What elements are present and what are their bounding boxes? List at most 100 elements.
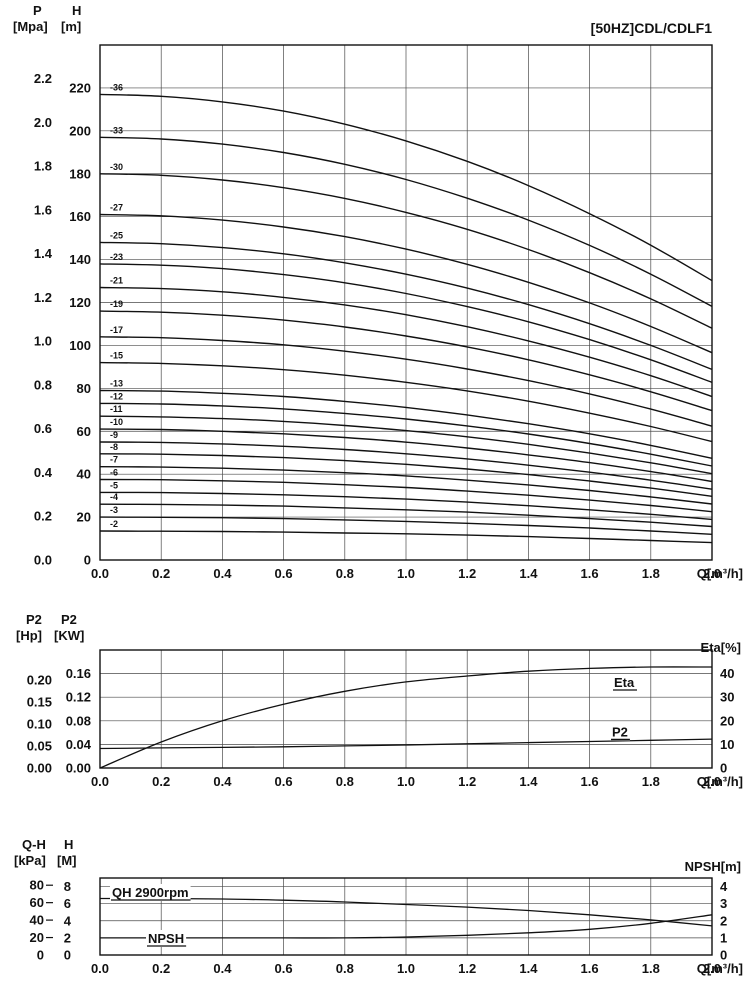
svg-text:-7: -7: [110, 455, 118, 465]
svg-text:1.2: 1.2: [458, 774, 476, 789]
svg-text:80: 80: [30, 878, 44, 893]
svg-text:0.0: 0.0: [34, 553, 52, 568]
top-axis-p-unit: [Mpa]: [13, 19, 48, 34]
svg-text:1.6: 1.6: [581, 774, 599, 789]
svg-text:0: 0: [720, 761, 727, 776]
svg-text:-33: -33: [110, 125, 123, 135]
svg-text:-3: -3: [110, 505, 118, 515]
svg-text:6: 6: [64, 896, 71, 911]
svg-text:0.15: 0.15: [27, 695, 52, 710]
svg-text:0.20: 0.20: [27, 673, 52, 688]
svg-text:1.2: 1.2: [458, 566, 476, 581]
svg-text:-5: -5: [110, 480, 118, 490]
svg-text:0.08: 0.08: [66, 713, 91, 728]
svg-text:0.4: 0.4: [213, 566, 232, 581]
top-axis-h-title: H: [72, 3, 82, 18]
svg-text:1.8: 1.8: [642, 774, 660, 789]
svg-text:40: 40: [30, 913, 44, 928]
mid-axis-hp-title: P2: [26, 612, 42, 627]
svg-text:1.0: 1.0: [397, 961, 415, 976]
bot-npsh-axis-label: NPSH[m]: [684, 859, 741, 874]
svg-text:0.2: 0.2: [152, 961, 170, 976]
bot-x-axis-label: Q[m³/h]: [696, 961, 743, 976]
svg-text:0.4: 0.4: [34, 465, 53, 480]
svg-text:-25: -25: [110, 230, 123, 240]
svg-text:0.00: 0.00: [66, 761, 91, 776]
svg-text:-6: -6: [110, 468, 118, 478]
svg-text:160: 160: [69, 209, 91, 224]
svg-text:1.4: 1.4: [519, 774, 538, 789]
svg-text:140: 140: [69, 252, 91, 267]
svg-text:0.2: 0.2: [152, 566, 170, 581]
svg-text:0.6: 0.6: [34, 421, 52, 436]
svg-text:100: 100: [69, 338, 91, 353]
svg-text:1.0: 1.0: [397, 566, 415, 581]
svg-text:0.00: 0.00: [27, 761, 52, 776]
svg-text:-21: -21: [110, 275, 123, 285]
svg-text:0.8: 0.8: [336, 774, 354, 789]
svg-text:1: 1: [720, 930, 727, 945]
svg-text:20: 20: [30, 930, 44, 945]
svg-text:-36: -36: [110, 82, 123, 92]
svg-text:10: 10: [720, 737, 734, 752]
svg-text:QH 2900rpm: QH 2900rpm: [112, 885, 189, 900]
svg-text:1.2: 1.2: [458, 961, 476, 976]
svg-text:8: 8: [64, 879, 71, 894]
svg-text:3: 3: [720, 896, 727, 911]
svg-text:-27: -27: [110, 203, 123, 213]
svg-text:20: 20: [77, 510, 91, 525]
svg-text:1.8: 1.8: [642, 566, 660, 581]
svg-text:0.6: 0.6: [275, 961, 293, 976]
svg-text:80: 80: [77, 381, 91, 396]
svg-text:1.6: 1.6: [581, 566, 599, 581]
svg-text:NPSH: NPSH: [148, 931, 184, 946]
svg-text:2.0: 2.0: [34, 115, 52, 130]
bot-axis-kpa-unit: [kPa]: [14, 853, 46, 868]
svg-text:2.2: 2.2: [34, 71, 52, 86]
svg-text:0.10: 0.10: [27, 717, 52, 732]
bot-axis-m-unit: [M]: [57, 853, 77, 868]
svg-text:1.8: 1.8: [34, 159, 52, 174]
mid-axis-hp-unit: [Hp]: [16, 628, 42, 643]
svg-text:1.4: 1.4: [519, 961, 538, 976]
svg-text:0: 0: [84, 553, 91, 568]
svg-text:0.2: 0.2: [152, 774, 170, 789]
mid-axis-kw-title: P2: [61, 612, 77, 627]
svg-text:30: 30: [720, 690, 734, 705]
svg-text:4: 4: [720, 879, 728, 894]
svg-text:1.8: 1.8: [642, 961, 660, 976]
svg-text:0.04: 0.04: [66, 737, 92, 752]
svg-text:1.0: 1.0: [397, 774, 415, 789]
svg-text:0.8: 0.8: [336, 566, 354, 581]
svg-text:-11: -11: [110, 404, 123, 414]
svg-text:4: 4: [64, 913, 72, 928]
svg-text:1.6: 1.6: [34, 202, 52, 217]
svg-text:1.2: 1.2: [34, 290, 52, 305]
svg-text:-15: -15: [110, 351, 123, 361]
svg-text:200: 200: [69, 123, 91, 138]
svg-text:-23: -23: [110, 252, 123, 262]
svg-text:0.6: 0.6: [275, 774, 293, 789]
svg-text:0.4: 0.4: [213, 774, 232, 789]
svg-text:0.0: 0.0: [91, 774, 109, 789]
svg-text:2: 2: [64, 930, 71, 945]
svg-text:-8: -8: [110, 442, 118, 452]
svg-text:0.6: 0.6: [275, 566, 293, 581]
svg-text:-13: -13: [110, 378, 123, 388]
svg-text:2.0: 2.0: [703, 566, 721, 581]
svg-text:1.0: 1.0: [34, 334, 52, 349]
top-axis-h-unit: [m]: [61, 19, 82, 34]
svg-text:40: 40: [77, 467, 91, 482]
svg-text:0.8: 0.8: [336, 961, 354, 976]
svg-text:-17: -17: [110, 325, 123, 335]
svg-text:0: 0: [37, 948, 44, 963]
svg-text:-30: -30: [110, 162, 123, 172]
svg-text:1.6: 1.6: [581, 961, 599, 976]
bot-axis-qh-title: Q-H: [22, 837, 46, 852]
svg-text:40: 40: [720, 666, 734, 681]
mid-eta-axis-label: Eta[%]: [700, 640, 741, 655]
svg-text:0.0: 0.0: [91, 566, 109, 581]
svg-text:0.8: 0.8: [34, 377, 52, 392]
